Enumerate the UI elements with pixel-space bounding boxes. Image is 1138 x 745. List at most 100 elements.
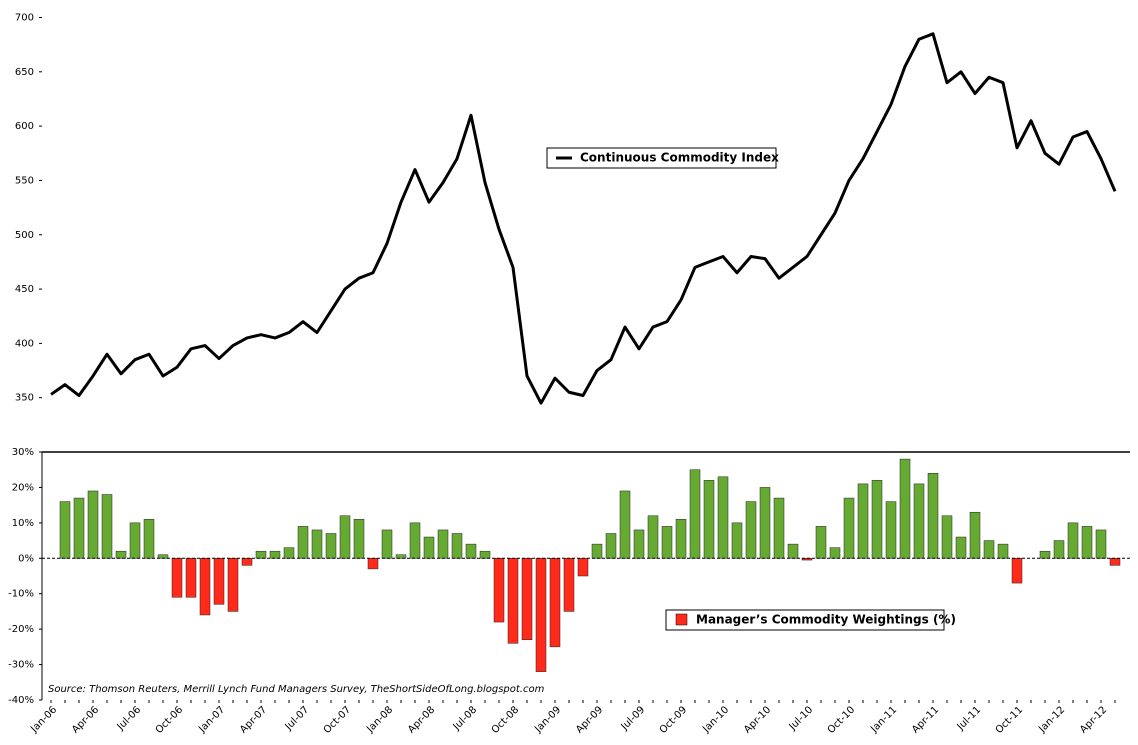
- bar: [815, 526, 827, 559]
- bar: [885, 501, 897, 559]
- bar: [493, 558, 505, 623]
- bar: [983, 540, 995, 559]
- bar: [1053, 540, 1065, 559]
- bar: [1011, 558, 1023, 584]
- bar: [829, 547, 841, 559]
- y-tick-label: -10%: [8, 589, 34, 600]
- x-tick-label: Apr-07: [238, 704, 269, 735]
- bar: [241, 558, 253, 566]
- y-tick-label: 700: [15, 13, 34, 24]
- bar: [87, 490, 99, 559]
- bar: [843, 497, 855, 559]
- x-tick-label: Jan-06: [28, 704, 59, 735]
- bar: [199, 558, 211, 616]
- bar: [605, 533, 617, 559]
- bar: [535, 558, 547, 672]
- bar: [255, 550, 267, 559]
- y-tick-label: 450: [15, 284, 34, 295]
- bar: [395, 554, 407, 559]
- bar: [619, 490, 631, 559]
- y-tick-label: -40%: [8, 695, 34, 706]
- x-tick-label: Apr-09: [574, 704, 605, 735]
- x-tick-label: Jan-11: [868, 704, 899, 735]
- bar: [311, 529, 323, 559]
- bar: [73, 497, 85, 559]
- bar: [941, 515, 953, 559]
- x-tick-label: Apr-11: [910, 704, 941, 735]
- bar: [717, 476, 729, 559]
- bar: [269, 550, 281, 559]
- bar: [1039, 550, 1051, 559]
- bar: [773, 497, 785, 559]
- x-tick-label: Jul-06: [115, 704, 144, 733]
- bar: [745, 501, 757, 559]
- bar: [297, 526, 309, 559]
- bar: [479, 550, 491, 559]
- bar: [437, 529, 449, 559]
- bar: [451, 533, 463, 559]
- bar: [969, 511, 981, 559]
- bar: [507, 558, 519, 644]
- bar: [563, 558, 575, 612]
- index-line: [50, 32, 1117, 405]
- bar: [899, 458, 911, 559]
- bar: [549, 558, 561, 648]
- bar: [521, 558, 533, 641]
- bar: [871, 480, 883, 559]
- x-tick-label: Oct-09: [658, 704, 690, 736]
- bar: [647, 515, 659, 559]
- bar: [283, 547, 295, 559]
- x-tick-label: Oct-10: [826, 704, 858, 736]
- bar: [857, 483, 869, 559]
- x-tick-label: Oct-06: [154, 704, 186, 736]
- bar: [171, 558, 183, 598]
- bar: [353, 519, 365, 559]
- bar: [423, 536, 435, 559]
- x-tick-label: Apr-12: [1078, 704, 1109, 735]
- bar: [1081, 526, 1093, 559]
- bar: [703, 480, 715, 559]
- bar: [787, 543, 799, 559]
- bar: [101, 494, 113, 559]
- y-tick-label: -30%: [8, 660, 34, 671]
- y-tick-label: 650: [15, 67, 34, 78]
- y-tick-label: 10%: [12, 518, 34, 529]
- x-tick-label: Jan-07: [196, 704, 227, 735]
- x-tick-label: Jan-10: [700, 704, 731, 735]
- x-tick-label: Apr-10: [742, 704, 773, 735]
- bar: [1095, 529, 1107, 559]
- bar: [409, 522, 421, 559]
- x-tick-label: Jan-08: [364, 704, 395, 735]
- x-tick-label: Oct-07: [322, 704, 354, 736]
- y-tick-label: 500: [15, 230, 34, 241]
- x-tick-label: Apr-08: [406, 704, 437, 735]
- x-tick-label: Jul-08: [451, 704, 480, 733]
- legend-box: [546, 147, 777, 169]
- y-tick-label: 20%: [12, 482, 34, 493]
- legend-label: Manager’s Commodity Weightings (%): [696, 613, 956, 627]
- bar: [213, 558, 225, 605]
- y-tick-label: 30%: [12, 447, 34, 458]
- x-tick-label: Oct-08: [490, 704, 522, 736]
- x-tick-label: Jan-12: [1036, 704, 1067, 735]
- x-tick-label: Jul-10: [787, 704, 816, 733]
- legend-box: [665, 609, 945, 631]
- bar: [381, 529, 393, 559]
- x-tick-label: Jul-11: [955, 704, 984, 733]
- bar: [913, 483, 925, 559]
- bar: [1067, 522, 1079, 559]
- legend-swatch: [675, 613, 688, 626]
- bar: [227, 558, 239, 612]
- bar: [143, 519, 155, 559]
- x-tick-label: Jul-07: [283, 704, 312, 733]
- bar: [367, 558, 379, 570]
- bar: [955, 536, 967, 559]
- bar: [675, 519, 687, 559]
- bar: [633, 529, 645, 559]
- bar: [591, 543, 603, 559]
- legend-label: Continuous Commodity Index: [580, 151, 779, 165]
- bar: [185, 558, 197, 598]
- bar: [1109, 558, 1121, 566]
- y-tick-label: 0%: [18, 553, 34, 564]
